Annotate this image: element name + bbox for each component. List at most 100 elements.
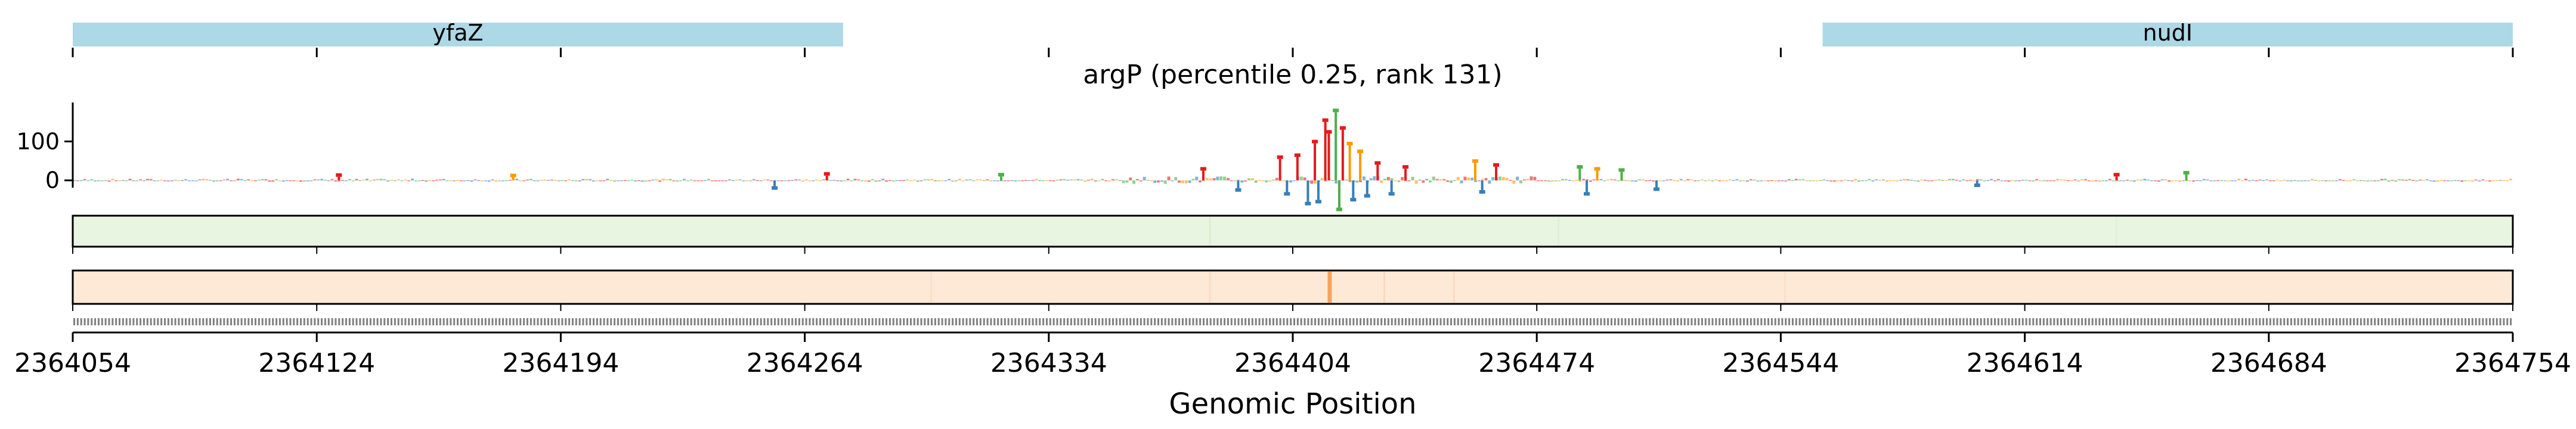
sequence-base-glyph	[244, 318, 246, 325]
sequence-base-glyph	[1171, 318, 1174, 325]
sequence-base-glyph	[1213, 318, 1215, 325]
attribution-noise	[1031, 179, 1035, 181]
attribution-noise	[1550, 180, 1554, 182]
sequence-base-glyph	[1997, 318, 1999, 325]
sequence-base-glyph	[990, 318, 992, 325]
sequence-base-glyph	[1011, 318, 1013, 325]
attribution-noise	[2247, 180, 2251, 182]
attribution-noise	[1335, 180, 1338, 184]
sequence-base-glyph	[435, 318, 438, 325]
attribution-noise	[1275, 178, 1278, 181]
attribution-noise	[1983, 180, 1986, 182]
attribution-noise	[540, 179, 543, 181]
attribution-noise	[776, 180, 780, 182]
sequence-base-glyph	[1032, 318, 1034, 325]
attribution-noise	[2464, 180, 2467, 182]
attribution-noise	[961, 180, 965, 182]
sequence-base-glyph	[2001, 318, 2003, 325]
sequence-base-glyph	[1478, 318, 1480, 325]
sequence-base-glyph	[2293, 318, 2296, 325]
sequence-base-glyph	[2081, 318, 2083, 325]
attribution-peak-head	[2113, 173, 2120, 177]
sequence-base-glyph	[627, 318, 630, 325]
sequence-base-glyph	[2346, 318, 2348, 325]
sequence-base-glyph	[1652, 318, 1655, 325]
attribution-peak-head	[1357, 149, 1364, 153]
attribution-noise	[1927, 180, 1930, 182]
attribution-noise	[1101, 179, 1104, 181]
sequence-base-glyph	[631, 318, 633, 325]
sequence-base-glyph	[791, 318, 794, 325]
attribution-noise	[595, 180, 599, 182]
attribution-noise	[543, 179, 547, 181]
attribution-noise	[1693, 180, 1697, 182]
sequence-base-glyph	[1300, 318, 1302, 325]
attribution-noise	[2460, 180, 2464, 182]
sequence-base-glyph	[2178, 318, 2181, 325]
sequence-base-glyph	[299, 318, 302, 325]
sequence-base-glyph	[1990, 318, 1993, 325]
sequence-base-glyph	[1865, 318, 1867, 325]
attribution-noise	[1407, 180, 1411, 182]
attribution-peak-head	[1339, 126, 1346, 130]
attribution-noise	[2307, 180, 2311, 182]
attribution-peak	[999, 176, 1002, 181]
attribution-noise	[484, 180, 487, 182]
attribution-noise	[1537, 180, 1540, 182]
attribution-noise	[393, 180, 397, 182]
attribution-noise	[362, 179, 366, 181]
attribution-noise	[2164, 179, 2168, 181]
attribution-noise	[2314, 179, 2317, 181]
attribution-noise	[686, 180, 689, 182]
attribution-noise	[1516, 176, 1519, 181]
attribution-noise	[1261, 180, 1265, 182]
attribution-peak	[1495, 166, 1498, 181]
attribution-noise	[1223, 176, 1227, 181]
attribution-noise	[1202, 180, 1206, 182]
attribution-noise	[480, 180, 484, 182]
sequence-base-glyph	[1970, 318, 1972, 325]
sequence-base-glyph	[864, 318, 866, 325]
sequence-base-glyph	[1251, 318, 1253, 325]
sequence-base-glyph	[2353, 318, 2355, 325]
attribution-noise	[202, 179, 205, 181]
attribution-noise	[208, 179, 212, 181]
attribution-noise	[2126, 179, 2129, 181]
sequence-base-glyph	[2255, 318, 2258, 325]
sequence-base-glyph	[2301, 318, 2303, 325]
attribution-noise	[693, 180, 696, 182]
attribution-noise	[2265, 179, 2268, 181]
sequence-base-glyph	[380, 318, 382, 325]
sequence-base-glyph	[1098, 318, 1100, 325]
attribution-noise	[2101, 180, 2105, 182]
sequence-base-glyph	[321, 318, 323, 325]
sequence-base-glyph	[979, 318, 982, 325]
x-axis-tick-label: 2364684	[2210, 348, 2327, 378]
attribution-noise	[749, 180, 753, 182]
attribution-noise	[2000, 180, 2004, 182]
attribution-noise	[181, 180, 184, 181]
sequence-base-glyph	[1056, 318, 1058, 325]
attribution-peak	[1390, 180, 1393, 192]
sequence-base-glyph	[1070, 318, 1072, 325]
attribution-noise	[958, 178, 961, 181]
sequence-base-glyph	[1760, 318, 1763, 325]
sequence-base-glyph	[414, 318, 417, 325]
attribution-noise	[2485, 180, 2488, 182]
sequence-base-glyph	[1634, 318, 1637, 325]
attribution-peak	[1348, 145, 1351, 181]
attribution-noise	[1819, 180, 1822, 181]
sequence-base-glyph	[620, 318, 623, 325]
attribution-noise	[606, 178, 609, 181]
attribution-noise	[735, 179, 738, 181]
attribution-noise	[215, 180, 219, 182]
sequence-base-glyph	[178, 318, 180, 325]
sequence-base-glyph	[1150, 318, 1153, 325]
sequence-base-glyph	[1196, 318, 1198, 325]
sequence-base-glyph	[1188, 318, 1191, 325]
signal-track-green-mark	[1558, 217, 1560, 245]
sequence-base-glyph	[345, 318, 347, 325]
attribution-noise	[104, 180, 107, 182]
sequence-base-glyph	[1823, 318, 1825, 325]
sequence-base-glyph	[2189, 318, 2191, 325]
